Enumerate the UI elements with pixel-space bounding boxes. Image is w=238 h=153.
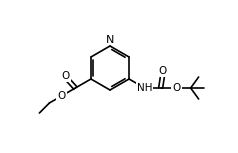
Text: N: N [106, 35, 114, 45]
Text: NH: NH [137, 83, 152, 93]
Text: O: O [159, 66, 167, 76]
Text: O: O [61, 71, 69, 81]
Text: O: O [57, 91, 66, 101]
Text: O: O [173, 83, 181, 93]
